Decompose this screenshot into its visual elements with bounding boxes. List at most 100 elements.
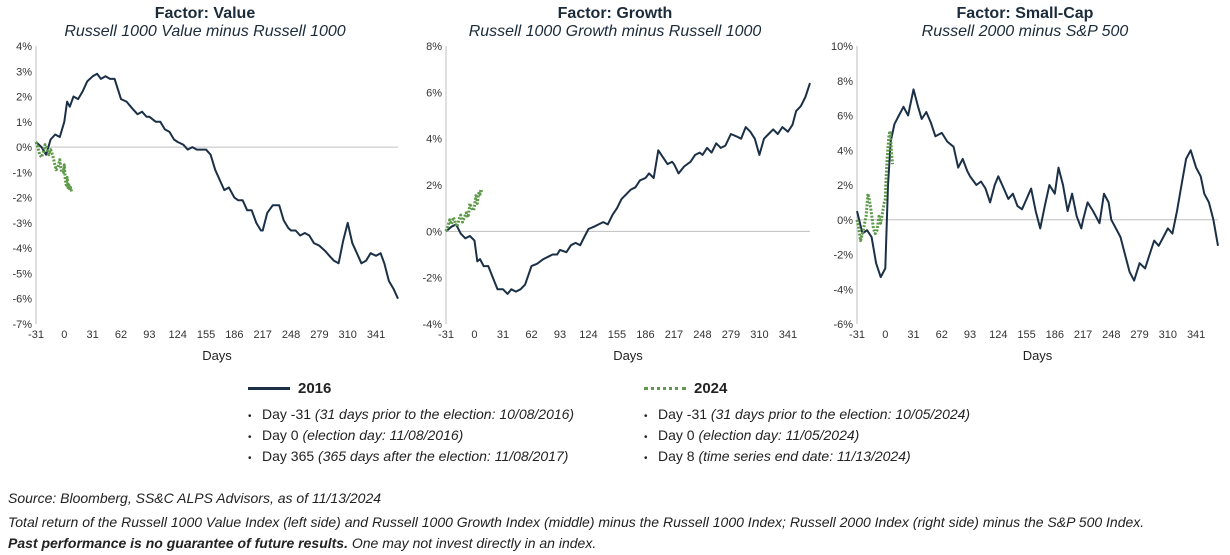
legend-swatch-2024 bbox=[644, 386, 686, 390]
x-tick-label: 31 bbox=[87, 329, 99, 341]
legend-notes-2016: • Day -31 (31 days prior to the election:… bbox=[248, 404, 574, 467]
chart-subtitle: Russell 1000 Value minus Russell 1000 bbox=[64, 23, 346, 40]
x-tick-label: 217 bbox=[665, 329, 683, 341]
chart-title: Factor: Small-Cap bbox=[956, 5, 1094, 22]
x-tick-label: 341 bbox=[1187, 329, 1205, 341]
x-tick-label: 155 bbox=[608, 329, 626, 341]
y-tick-label: -7% bbox=[12, 319, 32, 331]
x-tick-label: 93 bbox=[143, 329, 155, 341]
x-tick-label: 62 bbox=[115, 329, 127, 341]
chart-growth: Factor: Growth Russell 1000 Growth minus… bbox=[410, 0, 820, 370]
series-line-2024 bbox=[34, 141, 74, 193]
x-tick-label: 124 bbox=[989, 329, 1007, 341]
x-tick-label: 31 bbox=[497, 329, 509, 341]
x-tick-label: 248 bbox=[693, 329, 711, 341]
y-tick-label: 10% bbox=[831, 41, 853, 53]
x-tick-label: 341 bbox=[779, 329, 797, 341]
legend-note: • Day 365 (365 days after the election: 1… bbox=[248, 448, 569, 464]
chart-small-cap: Factor: Small-Cap Russell 2000 minus S&P… bbox=[820, 0, 1230, 370]
legend-notes-2024: • Day -31 (31 days prior to the election:… bbox=[644, 404, 970, 467]
series-line-2016 bbox=[856, 88, 1219, 282]
x-tick-label: 0 bbox=[61, 329, 67, 341]
legend-label-2016: 2016 bbox=[298, 379, 332, 397]
x-tick-label: 62 bbox=[936, 329, 948, 341]
legend-2024: 2024 • Day -31 (31 days prior to the elec… bbox=[644, 378, 970, 467]
y-tick-label: 6% bbox=[426, 87, 442, 99]
x-axis-label: Days bbox=[613, 348, 643, 363]
x-tick-label: 93 bbox=[964, 329, 976, 341]
y-tick-label: 0% bbox=[837, 215, 853, 227]
chart-plot: 8% 6% 4% 2% 0% -2% -4%-31 0 31 62 93 124 155 186 217 24… bbox=[422, 41, 811, 363]
y-tick-label: 3% bbox=[16, 66, 32, 78]
y-tick-label: 2% bbox=[837, 180, 853, 192]
y-tick-label: -6% bbox=[12, 294, 32, 306]
chart-title: Factor: Growth bbox=[557, 5, 673, 22]
x-tick-label: -31 bbox=[438, 329, 454, 341]
x-tick-label: 279 bbox=[310, 329, 328, 341]
x-tick-label: 279 bbox=[722, 329, 740, 341]
y-tick-label: 6% bbox=[837, 111, 853, 123]
x-tick-label: -31 bbox=[849, 329, 865, 341]
x-tick-label: 248 bbox=[282, 329, 300, 341]
x-tick-label: 279 bbox=[1130, 329, 1148, 341]
y-tick-label: 4% bbox=[426, 134, 442, 146]
chart-value: Factor: Value Russell 1000 Value minus R… bbox=[0, 0, 410, 370]
legend-note: • Day -31 (31 days prior to the election:… bbox=[644, 406, 971, 422]
x-tick-label: 186 bbox=[636, 329, 654, 341]
chart-subtitle: Russell 1000 Growth minus Russell 1000 bbox=[468, 23, 762, 40]
series-line-2016 bbox=[35, 72, 399, 300]
chart-plot: 10% 8% 6% 4% 2% 0% -2% -4% -6%-31 0 31 62 93 124 155 18… bbox=[831, 41, 1219, 363]
x-tick-label: 155 bbox=[197, 329, 215, 341]
legend-note: • Day 0 (election day: 11/05/2024) bbox=[644, 427, 860, 443]
legend-note: • Day -31 (31 days prior to the election:… bbox=[248, 406, 575, 422]
y-tick-label: 2% bbox=[426, 180, 442, 192]
x-tick-label: 124 bbox=[169, 329, 187, 341]
legend-swatch-2016 bbox=[248, 386, 290, 390]
x-axis-label: Days bbox=[202, 348, 232, 363]
chart-title: Factor: Value bbox=[154, 5, 256, 22]
y-tick-label: 4% bbox=[16, 41, 32, 53]
x-tick-label: 310 bbox=[1159, 329, 1177, 341]
x-tick-label: 124 bbox=[579, 329, 597, 341]
y-tick-label: -2% bbox=[422, 273, 442, 285]
x-tick-label: 62 bbox=[525, 329, 537, 341]
legend-note: • Day 0 (election day: 11/08/2016) bbox=[248, 427, 464, 443]
y-tick-label: -5% bbox=[12, 268, 32, 280]
x-tick-label: 93 bbox=[554, 329, 566, 341]
y-tick-label: -2% bbox=[12, 193, 32, 205]
y-tick-label: 4% bbox=[837, 145, 853, 157]
x-tick-label: 186 bbox=[1046, 329, 1064, 341]
x-tick-label: 310 bbox=[339, 329, 357, 341]
legend-2016: 2016 • Day -31 (31 days prior to the elec… bbox=[248, 378, 574, 467]
legend-note: • Day 8 (time series end date: 11/13/2024… bbox=[644, 448, 911, 464]
x-axis-label: Days bbox=[1023, 348, 1053, 363]
series-line-2024 bbox=[444, 188, 484, 232]
y-tick-label: -4% bbox=[833, 284, 853, 296]
x-tick-label: 0 bbox=[882, 329, 888, 341]
source-note: Source: Bloomberg, SS&C ALPS Advisors, a… bbox=[8, 490, 382, 506]
chart-plot: 4% 3% 2% 1% 0% -1% -2% -3% -4% -5% -6% -7%-31 0 31 62 9… bbox=[12, 41, 399, 363]
y-tick-label: 2% bbox=[16, 92, 32, 104]
x-tick-label: 217 bbox=[254, 329, 272, 341]
y-tick-label: -6% bbox=[833, 319, 853, 331]
x-tick-label: -31 bbox=[28, 329, 44, 341]
y-tick-label: 8% bbox=[837, 76, 853, 88]
series-line-2016 bbox=[445, 82, 811, 295]
chart-subtitle: Russell 2000 minus S&P 500 bbox=[921, 23, 1129, 40]
x-tick-label: 186 bbox=[225, 329, 243, 341]
x-tick-label: 248 bbox=[1102, 329, 1120, 341]
disclaimer: Past performance is no guarantee of futu… bbox=[8, 535, 597, 551]
y-tick-label: -2% bbox=[833, 250, 853, 262]
x-tick-label: 155 bbox=[1017, 329, 1035, 341]
y-tick-label: -4% bbox=[422, 319, 442, 331]
y-tick-label: 1% bbox=[16, 117, 32, 129]
legend-label-2024: 2024 bbox=[694, 379, 728, 397]
y-tick-label: 8% bbox=[426, 41, 442, 53]
x-tick-label: 31 bbox=[907, 329, 919, 341]
y-tick-label: -1% bbox=[12, 167, 32, 179]
series-line-2024 bbox=[855, 129, 895, 243]
x-tick-label: 310 bbox=[750, 329, 768, 341]
y-tick-label: 0% bbox=[16, 142, 32, 154]
y-tick-label: -4% bbox=[12, 243, 32, 255]
methodology-note: Total return of the Russell 1000 Value I… bbox=[8, 514, 1145, 530]
